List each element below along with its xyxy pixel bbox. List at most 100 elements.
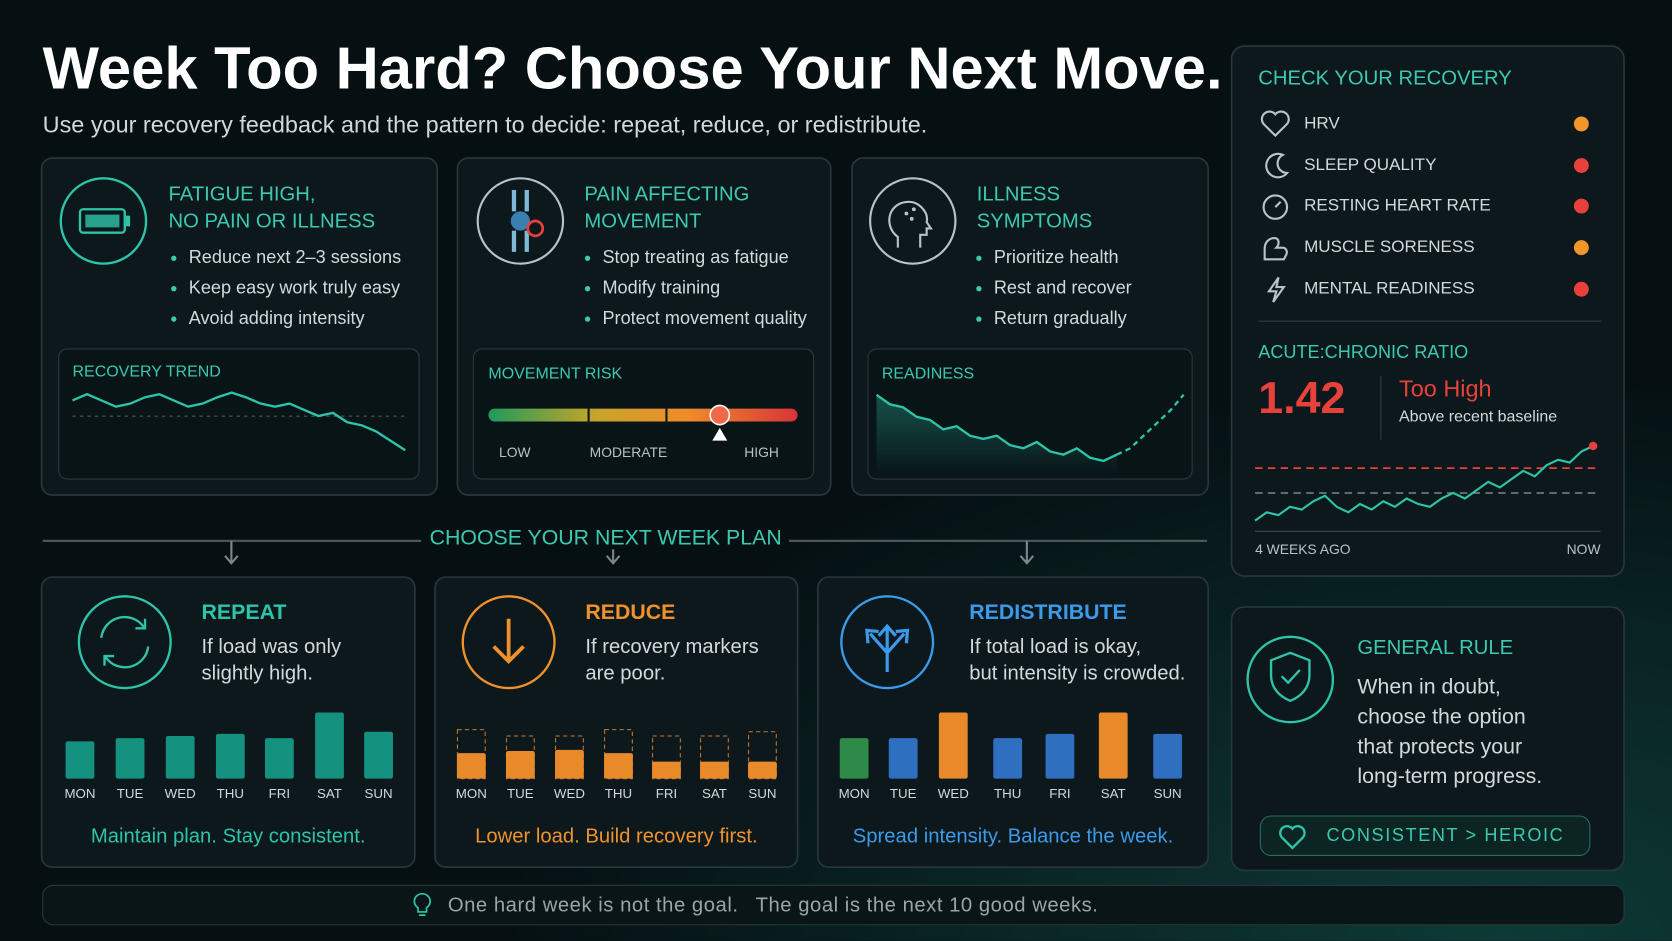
status-dot [1573,198,1589,214]
bullet-dot [171,255,177,261]
risk-marker [709,404,731,441]
footer-part: One hard week is not the goal. [448,895,739,917]
bar [938,712,968,779]
card [1230,45,1625,577]
bullet-dot [584,255,591,261]
bullet-dot [171,316,177,322]
ratio-verdict: Too High [1399,376,1492,402]
bullet: Stop treating as fatigue [602,247,788,267]
bar [65,741,95,779]
footer-part: The goal is the next 10 good weeks. [756,895,1099,917]
card-title: SYMPTOMS [977,210,1093,232]
day-label: MON [64,786,95,801]
bar [604,753,633,779]
bar [115,738,145,779]
bar [748,761,777,779]
bar [364,731,393,779]
card [1230,606,1625,872]
bar [505,750,535,779]
day-label: MON [456,786,487,801]
footer-bar [42,884,1625,926]
plan-footer: Maintain plan. Stay consistent. [91,826,366,848]
arrows [224,540,1035,565]
day-label: SAT [1101,786,1126,801]
panel-label: READINESS [882,366,974,383]
day-label: MON [839,786,870,801]
bullet-dot [584,286,591,292]
plan-condition: If recovery markers [585,636,758,658]
plan-condition: but intensity is crowded. [969,663,1185,685]
x-label: NOW [1567,541,1602,557]
icon-battery [59,177,148,265]
day-label: FRI [656,786,677,801]
bullet: Reduce next 2–3 sessions [189,247,401,267]
plan-title: REDISTRIBUTE [969,600,1126,624]
bullet: Modify training [602,277,720,297]
bar [215,733,245,779]
rule-text: that protects your [1357,734,1522,758]
bullet: Rest and recover [994,277,1132,297]
x-label: 4 WEEKS AGO [1255,541,1351,557]
recovery-icons [1260,110,1290,303]
panel-label: MOVEMENT RISK [488,366,622,383]
day-label: SUN [364,786,392,801]
area [876,394,1117,476]
plan-footer: Lower load. Build recovery first. [475,826,758,848]
day-label: TUE [117,786,144,801]
day-label: WED [165,786,196,801]
ratio-value: 1.42 [1258,373,1345,423]
badge-text: CONSISTENT > HEROIC [1327,825,1565,845]
status-dot [1573,158,1589,173]
bar [264,738,294,779]
bullet-dot [171,286,177,292]
rule-text: long-term progress. [1357,764,1542,788]
recovery-item: SLEEP QUALITY [1304,155,1436,174]
day-label: THU [217,786,244,801]
plan-condition: If load was only [202,636,342,658]
sparkline [875,393,1118,463]
bullet: Avoid adding intensity [189,308,366,328]
recovery-item: RESTING HEART RATE [1304,196,1491,215]
heart-icon [1279,825,1306,850]
recovery-item: HRV [1304,113,1340,132]
rule-title: GENERAL RULE [1357,637,1513,659]
bar [165,736,195,779]
bar [700,761,729,779]
bullet-dot [976,286,982,292]
ratio-note: Above recent baseline [1399,408,1557,425]
ratio-line [1254,445,1594,522]
icon-head [869,177,957,265]
scale-label: MODERATE [590,444,668,460]
plan-condition: slightly high. [202,663,313,685]
day-label: SUN [748,786,776,801]
risk-bar [488,408,798,422]
panel [58,348,420,480]
bar [555,749,584,779]
bullet-dot [584,316,591,322]
day-label: SUN [1154,786,1182,801]
status-dot [1573,116,1589,132]
bar [839,738,869,779]
icon-shield [1246,635,1335,724]
bar [1045,733,1075,779]
day-label: TUE [890,786,917,801]
day-label: THU [994,786,1021,801]
ratio-now [1588,441,1598,451]
bar [1153,733,1183,779]
card-title: MOVEMENT [584,210,701,232]
card-title: ILLNESS [977,184,1060,206]
bar [652,761,681,779]
plan-condition: are poor. [585,663,665,685]
title: Week Too Hard? Choose Your Next Move. [43,35,1223,102]
bar [888,738,918,779]
day-label: SAT [317,786,342,801]
bullet: Return gradually [994,308,1128,328]
card-title: FATIGUE HIGH, [168,184,315,206]
plan-footer: Spread intensity. Balance the week. [853,826,1173,848]
badge [1259,815,1591,856]
bar [315,712,344,779]
card [40,576,416,868]
day-label: FRI [269,786,290,801]
subtitle: Use your recovery feedback and the patte… [43,111,928,137]
bar [993,738,1023,779]
